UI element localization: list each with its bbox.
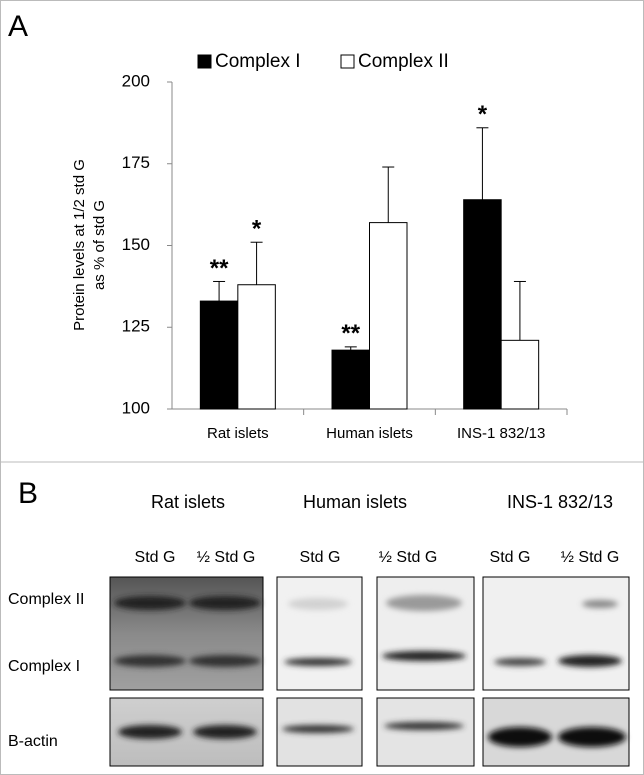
band [386,595,462,611]
y-tick-label: 125 [122,317,150,336]
blot-box [376,697,475,767]
bar [500,339,540,410]
band [189,655,261,667]
legend-swatch [340,54,355,69]
blot-box [109,576,264,691]
legend-label: Complex I [215,51,301,72]
row-label: Complex I [8,658,80,675]
group-title: Rat islets [151,492,225,512]
row-label: Complex II [8,591,84,608]
blot-box [482,576,630,691]
row-label: B-actin [8,733,58,750]
legend-swatch [197,54,212,69]
band [288,598,348,610]
y-axis-label: as % of std G [91,200,108,290]
bar [331,349,370,410]
group-title: Human islets [303,492,407,512]
significance: ** [341,320,360,347]
bar [369,222,408,410]
x-tick-label: Rat islets [207,425,269,442]
significance: ** [210,255,229,282]
lane-label: Std G [135,549,176,566]
band [282,725,354,733]
band [284,658,352,666]
band [384,722,464,730]
y-tick-label: 150 [122,235,150,254]
significance: * [252,216,262,243]
lane-label: ½ Std G [561,549,620,566]
band [189,596,261,610]
band [488,727,552,747]
panel-label: B [18,477,38,510]
band [118,725,182,739]
x-tick-label: Human islets [326,425,413,442]
y-tick-label: 100 [122,398,150,417]
bar [463,199,502,410]
group-title: INS-1 832/13 [507,492,613,512]
blot-images [109,576,630,767]
band [193,725,257,739]
bar [199,300,239,410]
band [558,655,622,667]
band [114,655,186,667]
lane-label: ½ Std G [379,549,438,566]
legend-label: Complex II [358,51,449,72]
y-axis-label: Protein levels at 1/2 std G [71,159,88,331]
band [382,651,466,661]
significance: * [478,101,488,128]
panel-label: A [8,10,28,43]
band [582,600,618,608]
blot-box [376,576,475,691]
bar [237,284,276,410]
y-tick-label: 175 [122,153,150,172]
band [114,596,186,610]
lane-label: ½ Std G [197,549,256,566]
band [494,658,546,666]
band [558,727,626,747]
y-tick-label: 200 [122,71,150,90]
lane-label: Std G [300,549,341,566]
blot-box [276,576,363,691]
lane-label: Std G [490,549,531,566]
x-tick-label: INS-1 832/13 [457,425,545,442]
